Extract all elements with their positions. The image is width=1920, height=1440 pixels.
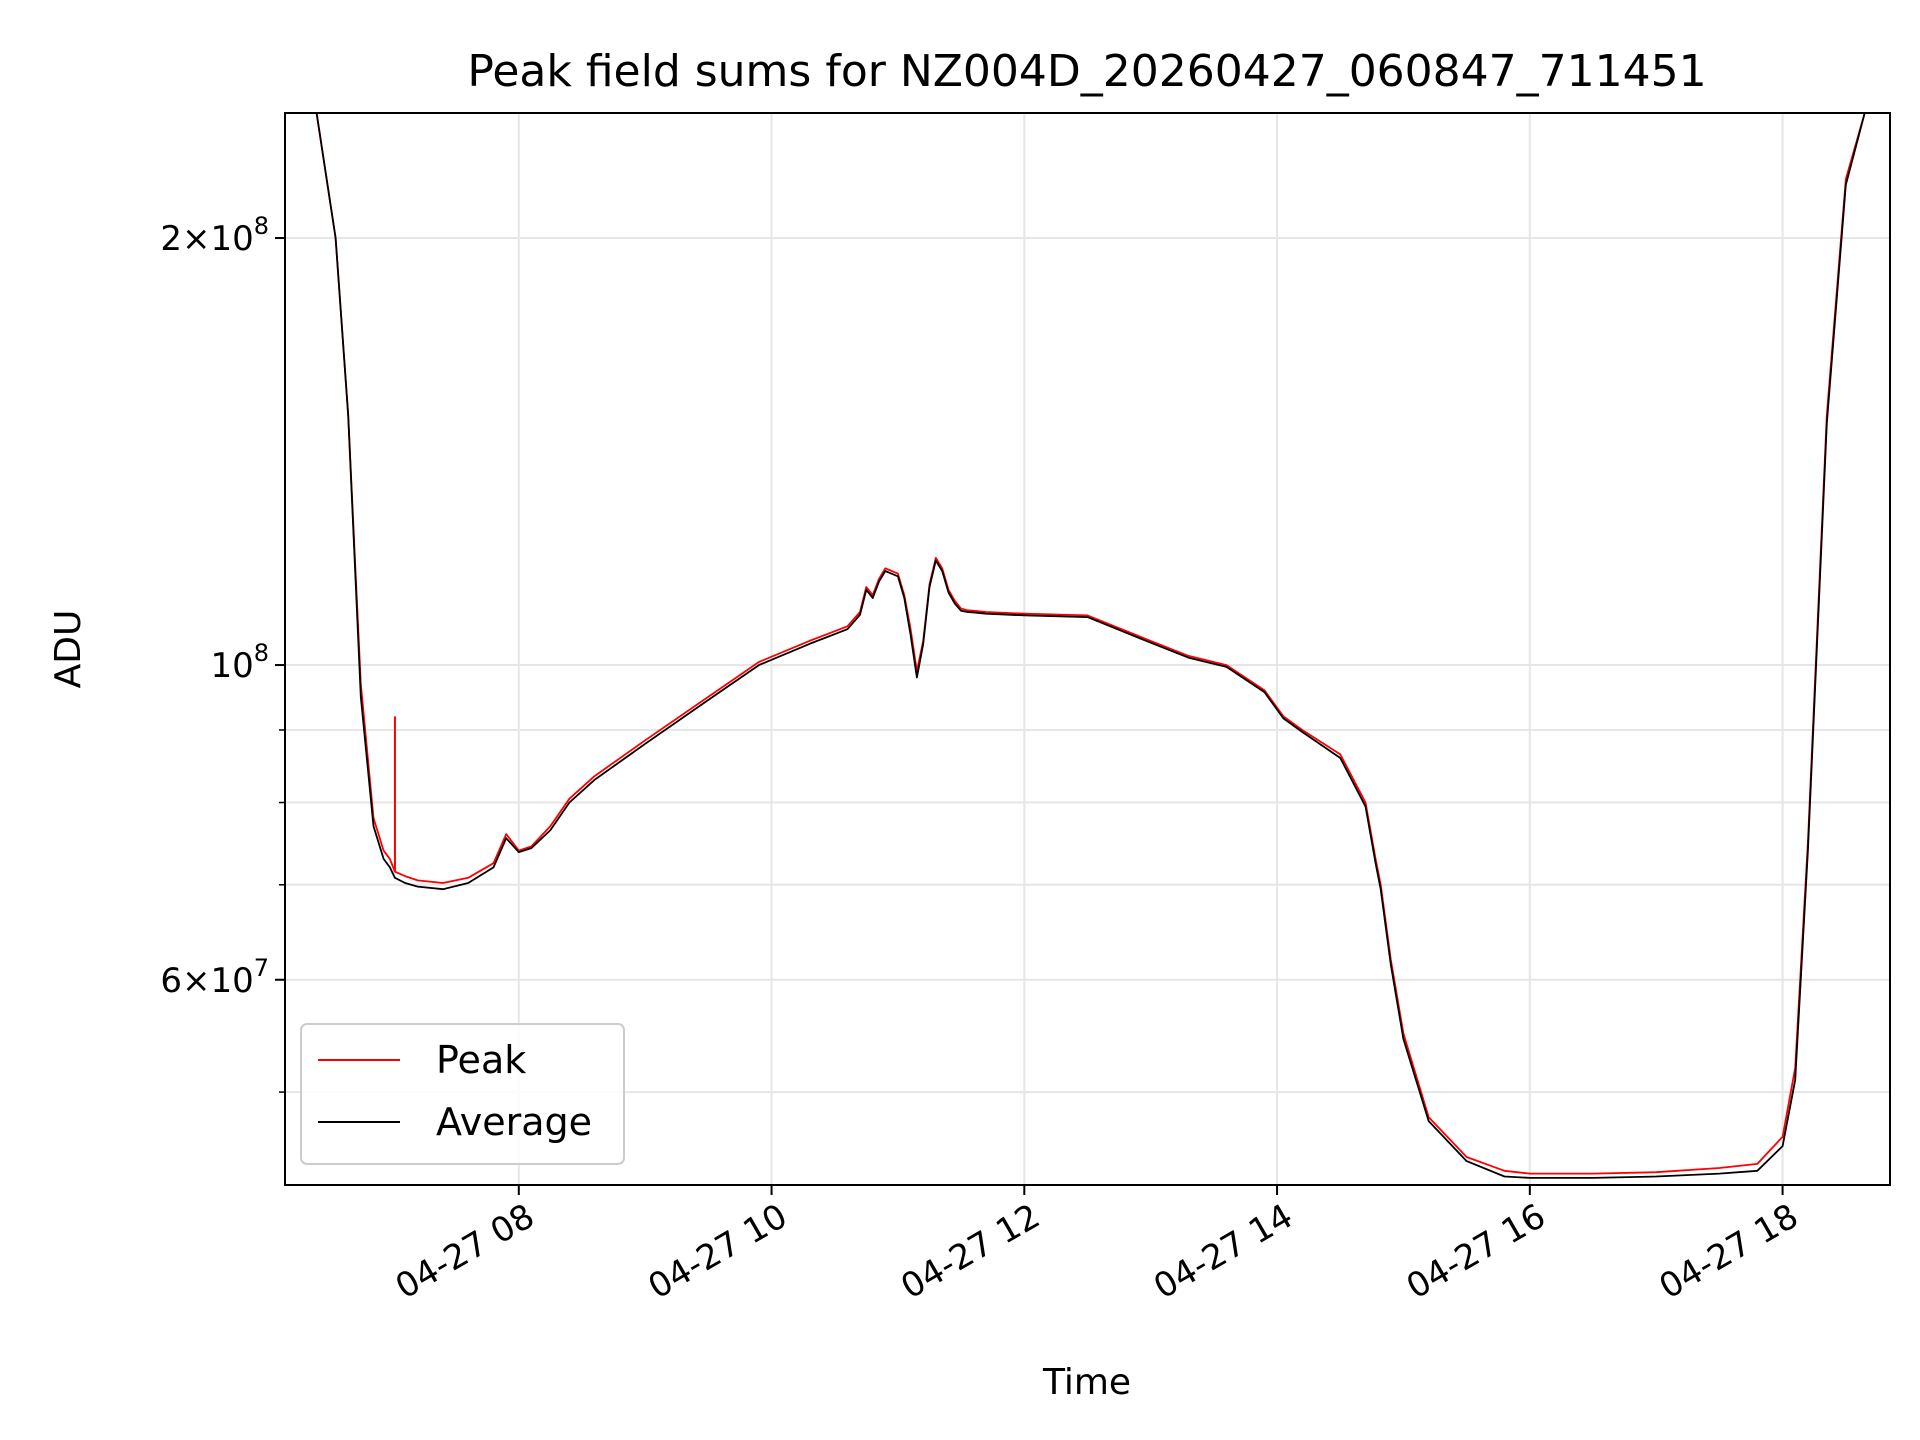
- grid: [285, 113, 1890, 1185]
- y-tick-mantissa: 2×10: [160, 219, 253, 259]
- axes-frame: [284, 112, 1891, 1186]
- y-tick-mantissa: 10: [210, 646, 253, 686]
- series-line-peak: [285, 113, 1890, 1175]
- legend-peak-label: Peak: [436, 1038, 526, 1082]
- chart-title: Peak field sums for NZ004D_20260427_0608…: [467, 46, 1706, 97]
- y-tick-label: 6×107: [160, 954, 269, 1001]
- y-tick-exponent: 7: [254, 954, 269, 982]
- y-tick-exponent: 8: [254, 639, 269, 667]
- plot-area: [285, 113, 1890, 1179]
- y-tick-label: 2×108: [160, 212, 269, 259]
- y-tick-exponent: 8: [254, 212, 269, 240]
- legend: Peak Average: [300, 1023, 625, 1165]
- x-axis-label: Time: [1042, 1362, 1131, 1403]
- y-axis-label: ADU: [48, 610, 89, 689]
- y-tick-label: 108: [210, 639, 269, 686]
- legend-average-label: Average: [436, 1100, 592, 1144]
- series-line-average: [285, 113, 1890, 1179]
- y-tick-mantissa: 6×10: [160, 961, 253, 1001]
